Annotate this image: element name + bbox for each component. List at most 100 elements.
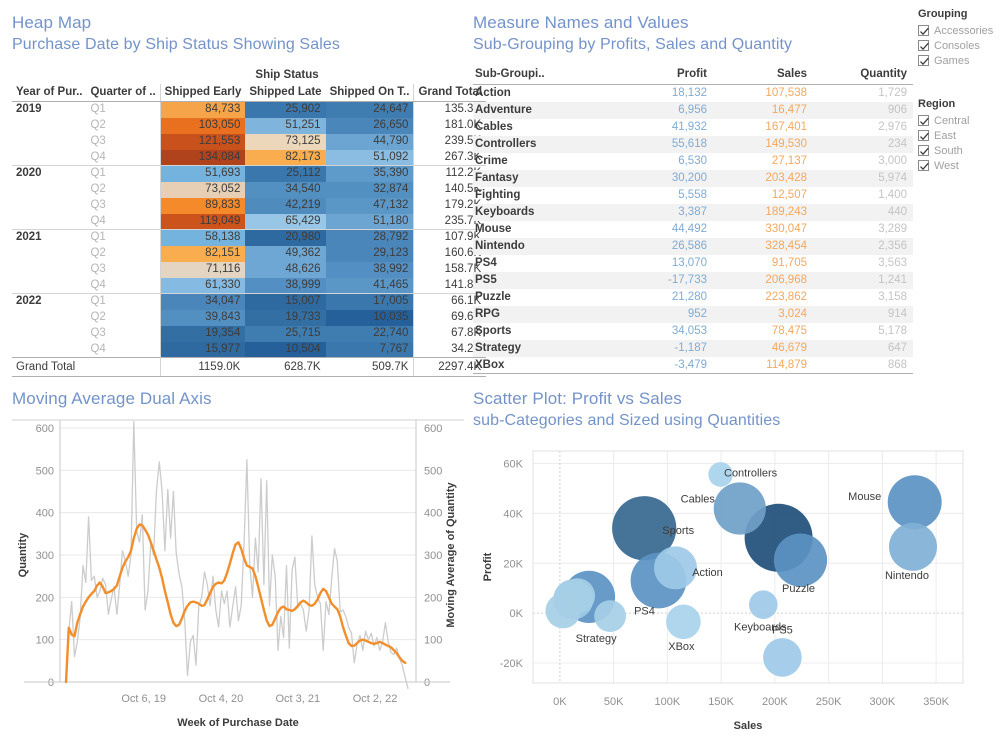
heatmap-value-cell[interactable]: 119,049 bbox=[159, 213, 246, 230]
checkmark-icon[interactable] bbox=[918, 160, 929, 171]
checkmark-icon[interactable] bbox=[918, 55, 929, 66]
legend-checkbox-item[interactable]: East bbox=[918, 128, 998, 143]
heatmap-value-cell[interactable]: 134,084 bbox=[159, 149, 246, 166]
heatmap-span-header-row: Ship Status bbox=[12, 65, 486, 84]
heatmap-value-cell[interactable]: 28,792 bbox=[325, 229, 414, 246]
heatmap-value-cell[interactable]: 47,132 bbox=[325, 197, 414, 214]
scatter-bubble[interactable] bbox=[666, 604, 701, 640]
scatter-bubble[interactable] bbox=[763, 638, 802, 677]
scatter-x-tick-label: 100K bbox=[655, 696, 681, 708]
heatmap-value-cell[interactable]: 35,390 bbox=[325, 165, 414, 182]
heatmap-value-cell[interactable]: 82,151 bbox=[159, 245, 246, 262]
scatter-bubble[interactable] bbox=[560, 578, 596, 614]
heatmap-value-cell[interactable]: 10,035 bbox=[325, 309, 414, 326]
scatter-bubble[interactable] bbox=[749, 590, 778, 619]
heatmap-quarter-cell: Q3 bbox=[90, 263, 106, 275]
measures-profit-cell: 3,387 bbox=[613, 203, 713, 221]
legend-checkbox-item[interactable]: Games bbox=[918, 53, 998, 68]
scatter-point-label: Action bbox=[692, 567, 723, 579]
checkmark-icon[interactable] bbox=[918, 130, 929, 141]
heatmap-value-cell[interactable]: 15,977 bbox=[159, 341, 246, 358]
heatmap-value-cell[interactable]: 38,999 bbox=[245, 277, 326, 294]
scatter-bubble[interactable] bbox=[713, 482, 766, 535]
heatmap-value-cell[interactable]: 34,047 bbox=[159, 293, 246, 310]
heatmap-value-cell[interactable]: 51,693 bbox=[159, 165, 246, 182]
measures-profit-cell: 30,200 bbox=[613, 169, 713, 187]
heatmap-grand-total-row: Grand Total 1159.0K 628.7K 509.7K 2297.4K bbox=[12, 357, 487, 377]
heatmap-value-cell[interactable]: 49,362 bbox=[245, 245, 326, 262]
heatmap-value-cell[interactable]: 121,553 bbox=[159, 133, 246, 150]
heatmap-year-cell: 2021 bbox=[12, 229, 87, 246]
checkmark-icon[interactable] bbox=[918, 40, 929, 51]
heatmap-value-cell[interactable]: 7,767 bbox=[325, 341, 414, 358]
heatmap-value-cell[interactable]: 51,251 bbox=[245, 117, 326, 134]
heatmap-value-cell[interactable]: 73,125 bbox=[245, 133, 326, 150]
heatmap-value-cell[interactable]: 65,429 bbox=[245, 213, 326, 230]
heatmap-value-cell[interactable]: 41,465 bbox=[325, 277, 414, 294]
heatmap-value-cell[interactable]: 32,874 bbox=[325, 181, 414, 198]
checkmark-icon[interactable] bbox=[918, 25, 929, 36]
heatmap-value-cell[interactable]: 39,843 bbox=[159, 309, 246, 326]
scatter-bubble[interactable] bbox=[612, 496, 677, 561]
heatmap-value-cell[interactable]: 26,650 bbox=[325, 117, 414, 134]
heatmap-value-cell[interactable]: 82,173 bbox=[245, 149, 326, 166]
heatmap-value-cell[interactable]: 44,790 bbox=[325, 133, 414, 150]
heatmap-value-cell[interactable]: 42,219 bbox=[245, 197, 326, 214]
heatmap-value-cell[interactable]: 51,092 bbox=[325, 149, 414, 166]
heatmap-value-cell[interactable]: 22,740 bbox=[325, 325, 414, 342]
heatmap-value-cell[interactable]: 17,005 bbox=[325, 293, 414, 310]
scatter-bubble[interactable] bbox=[708, 462, 733, 487]
heatmap-value-cell[interactable]: 24,647 bbox=[325, 101, 414, 118]
checkmark-icon[interactable] bbox=[918, 145, 929, 156]
table-row: RPG 952 3,024 914 bbox=[473, 305, 913, 323]
legend-checkbox-item[interactable]: Accessories bbox=[918, 23, 998, 38]
line-chart-title: Moving Average Dual Axis bbox=[12, 389, 212, 408]
scatter-y-tick-label: -20K bbox=[500, 658, 524, 670]
heatmap-value-cell[interactable]: 20,980 bbox=[245, 229, 326, 246]
heatmap-value-cell[interactable]: 15,007 bbox=[245, 293, 326, 310]
legend-item-label: Central bbox=[934, 114, 970, 127]
scatter-bubble[interactable] bbox=[594, 600, 626, 632]
heatmap-value-cell[interactable]: 73,052 bbox=[159, 181, 246, 198]
measures-name-cell: RPG bbox=[473, 305, 613, 323]
measures-profit-cell: 34,053 bbox=[671, 325, 707, 337]
heatmap-row-total: 160.6K bbox=[413, 245, 487, 262]
heatmap-value-cell[interactable]: 48,626 bbox=[245, 261, 326, 278]
heatmap-value-cell[interactable]: 58,138 bbox=[159, 229, 246, 246]
legend-checkbox-item[interactable]: Consoles bbox=[918, 38, 998, 53]
line-y-tick-label: 100 bbox=[36, 635, 54, 647]
scatter-bubble[interactable] bbox=[889, 522, 937, 571]
table-row: Q2 73,052 34,540 32,874 140.5K bbox=[12, 181, 487, 198]
measures-profit-cell: -3,479 bbox=[613, 356, 713, 374]
heatmap-value-cell[interactable]: 38,992 bbox=[325, 261, 414, 278]
heatmap-value-cell[interactable]: 19,354 bbox=[159, 325, 246, 342]
measures-sales-cell: 206,968 bbox=[713, 271, 813, 289]
heatmap-year-cell bbox=[12, 118, 86, 134]
scatter-bubble[interactable] bbox=[773, 533, 828, 587]
legend-checkbox-item[interactable]: South bbox=[918, 143, 998, 158]
heatmap-value-cell[interactable]: 25,902 bbox=[245, 101, 326, 118]
heatmap-quarter-cell: Q1 bbox=[86, 229, 161, 246]
measures-name-cell: PS5 bbox=[473, 271, 613, 289]
scatter-point-label: Puzzle bbox=[782, 583, 815, 595]
measures-quantity-cell: 1,400 bbox=[878, 189, 907, 201]
legend-checkbox-item[interactable]: West bbox=[918, 158, 998, 173]
heatmap-value-cell[interactable]: 10,504 bbox=[245, 341, 326, 358]
heatmap-value-cell[interactable]: 71,116 bbox=[159, 261, 246, 278]
scatter-bubble[interactable] bbox=[887, 475, 942, 530]
scatter-bubble[interactable] bbox=[654, 546, 697, 590]
checkmark-icon[interactable] bbox=[918, 115, 929, 126]
legend-checkbox-item[interactable]: Central bbox=[918, 113, 998, 128]
measures-quantity-cell: 647 bbox=[813, 339, 913, 357]
heatmap-value-cell[interactable]: 19,733 bbox=[245, 309, 326, 326]
heatmap-value-cell[interactable]: 89,833 bbox=[159, 197, 246, 214]
heatmap-value-cell[interactable]: 51,180 bbox=[325, 213, 414, 230]
heatmap-value-cell[interactable]: 34,540 bbox=[245, 181, 326, 198]
heatmap-value-cell[interactable]: 29,123 bbox=[325, 245, 414, 262]
heatmap-value-cell[interactable]: 103,050 bbox=[159, 117, 246, 134]
scatter-y-axis-title: Profit bbox=[482, 552, 494, 581]
heatmap-value-cell[interactable]: 84,733 bbox=[159, 101, 246, 118]
heatmap-value-cell[interactable]: 25,715 bbox=[245, 325, 326, 342]
heatmap-value-cell[interactable]: 25,112 bbox=[245, 165, 326, 182]
heatmap-value-cell[interactable]: 61,330 bbox=[159, 277, 246, 294]
